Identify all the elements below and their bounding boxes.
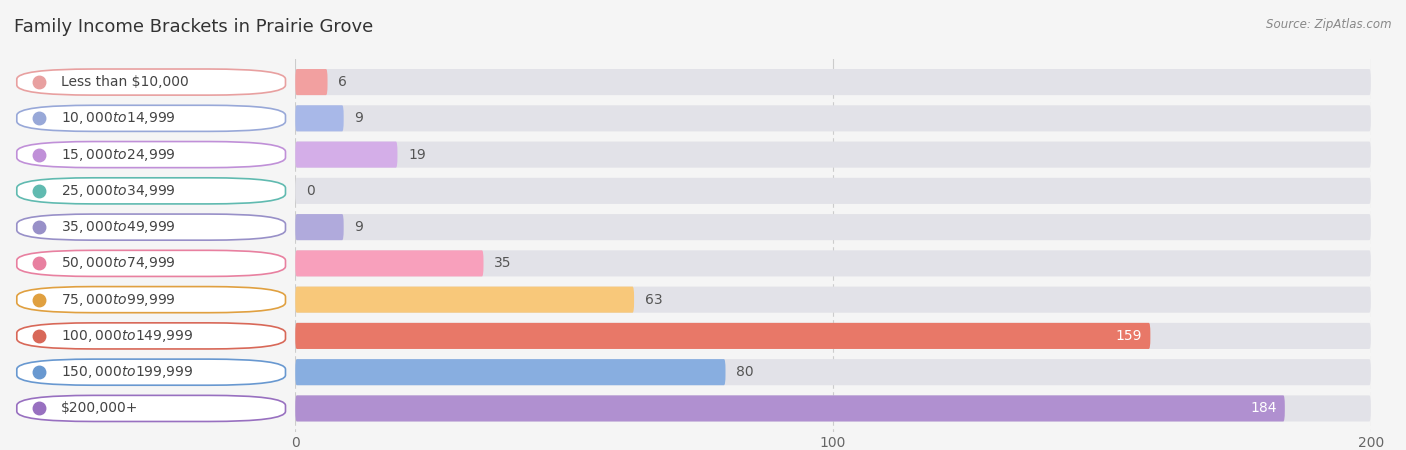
Text: 6: 6 xyxy=(339,75,347,89)
Text: $100,000 to $149,999: $100,000 to $149,999 xyxy=(60,328,193,344)
Text: Family Income Brackets in Prairie Grove: Family Income Brackets in Prairie Grove xyxy=(14,18,374,36)
FancyBboxPatch shape xyxy=(295,287,1371,313)
Text: 159: 159 xyxy=(1116,329,1142,343)
Text: $75,000 to $99,999: $75,000 to $99,999 xyxy=(60,292,176,308)
FancyBboxPatch shape xyxy=(295,250,1371,276)
FancyBboxPatch shape xyxy=(295,69,328,95)
FancyBboxPatch shape xyxy=(17,142,285,168)
FancyBboxPatch shape xyxy=(295,323,1371,349)
FancyBboxPatch shape xyxy=(295,105,1371,131)
FancyBboxPatch shape xyxy=(17,69,285,95)
Text: 9: 9 xyxy=(354,220,363,234)
FancyBboxPatch shape xyxy=(17,214,285,240)
FancyBboxPatch shape xyxy=(295,178,1371,204)
FancyBboxPatch shape xyxy=(17,178,285,204)
FancyBboxPatch shape xyxy=(295,250,484,276)
FancyBboxPatch shape xyxy=(295,359,725,385)
Text: Source: ZipAtlas.com: Source: ZipAtlas.com xyxy=(1267,18,1392,31)
FancyBboxPatch shape xyxy=(17,323,285,349)
FancyBboxPatch shape xyxy=(295,105,343,131)
FancyBboxPatch shape xyxy=(17,359,285,385)
FancyBboxPatch shape xyxy=(295,359,1371,385)
Text: 80: 80 xyxy=(737,365,754,379)
Text: $200,000+: $200,000+ xyxy=(60,401,138,415)
FancyBboxPatch shape xyxy=(295,396,1285,422)
FancyBboxPatch shape xyxy=(295,287,634,313)
Text: $150,000 to $199,999: $150,000 to $199,999 xyxy=(60,364,193,380)
Text: 0: 0 xyxy=(307,184,315,198)
Text: 35: 35 xyxy=(495,256,512,270)
FancyBboxPatch shape xyxy=(17,287,285,313)
FancyBboxPatch shape xyxy=(17,105,285,131)
Text: 9: 9 xyxy=(354,111,363,126)
Text: 184: 184 xyxy=(1250,401,1277,415)
FancyBboxPatch shape xyxy=(295,396,1371,422)
Text: $25,000 to $34,999: $25,000 to $34,999 xyxy=(60,183,176,199)
FancyBboxPatch shape xyxy=(295,214,1371,240)
FancyBboxPatch shape xyxy=(295,214,343,240)
FancyBboxPatch shape xyxy=(295,69,1371,95)
FancyBboxPatch shape xyxy=(295,142,398,168)
Text: 19: 19 xyxy=(408,148,426,162)
FancyBboxPatch shape xyxy=(17,396,285,422)
FancyBboxPatch shape xyxy=(295,323,1150,349)
Text: $35,000 to $49,999: $35,000 to $49,999 xyxy=(60,219,176,235)
Text: $10,000 to $14,999: $10,000 to $14,999 xyxy=(60,110,176,126)
FancyBboxPatch shape xyxy=(17,250,285,276)
Text: $50,000 to $74,999: $50,000 to $74,999 xyxy=(60,256,176,271)
FancyBboxPatch shape xyxy=(295,142,1371,168)
Text: Less than $10,000: Less than $10,000 xyxy=(60,75,188,89)
Text: 63: 63 xyxy=(645,292,662,306)
Text: $15,000 to $24,999: $15,000 to $24,999 xyxy=(60,147,176,162)
